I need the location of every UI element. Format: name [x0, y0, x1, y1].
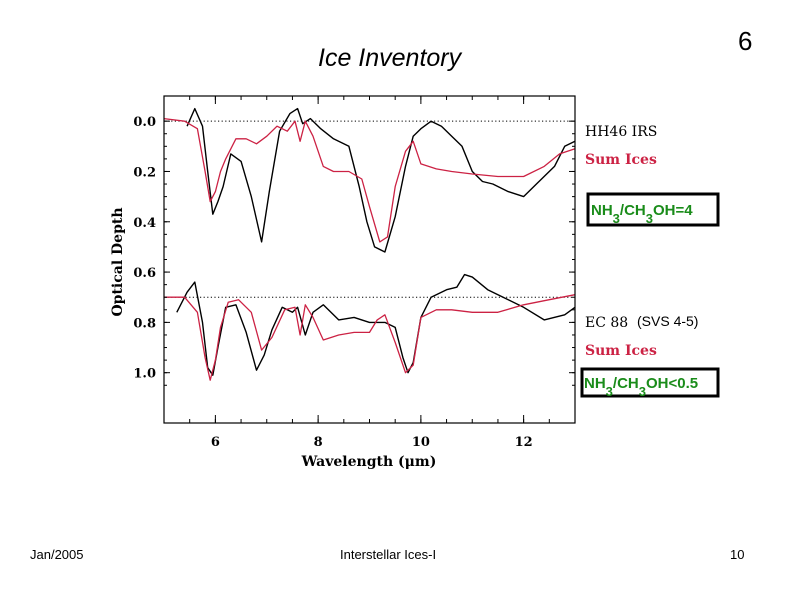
legend-source-note-2: (SVS 4-5): [637, 313, 698, 329]
observed-line-2: [176, 273, 576, 376]
model-line-1: [163, 117, 576, 243]
ratio-box-1: [586, 192, 720, 227]
y-tick-label: 0.8: [133, 316, 156, 331]
legend-source-2: EC 88: [585, 315, 628, 331]
plot-frame: [163, 95, 576, 424]
y-tick-label: 0.0: [133, 115, 156, 130]
series-layer: [163, 107, 576, 381]
slide-title: Ice Inventory: [318, 44, 462, 72]
x-tick-label: 6: [211, 435, 220, 450]
slide-number-top: 6: [738, 26, 753, 56]
y-tick-label: 0.2: [133, 165, 156, 180]
observed-line-1: [186, 107, 576, 253]
ratio-label-1: NH3/CH3OH=4: [591, 202, 693, 226]
legend-source-1: HH46 IRS: [585, 124, 657, 140]
footer-title: Interstellar Ices-I: [340, 547, 437, 562]
y-tick-label: 0.6: [133, 266, 156, 281]
x-tick-label: 12: [515, 435, 533, 450]
y-tick-label: 0.4: [133, 216, 156, 231]
ticks-layer: 0.0 0.2 0.4 0.6 0.8 1.0 6 8 10 12: [133, 96, 575, 450]
model-line-2: [164, 294, 576, 381]
y-axis-label: Optical Depth: [110, 207, 126, 316]
legend-model-1: Sum Ices: [585, 152, 657, 168]
x-tick-label: 8: [314, 435, 323, 450]
ratio-label-2: NH3/CH3OH<0.5: [584, 375, 698, 399]
y-tick-label: 1.0: [133, 367, 156, 382]
footer-page: 10: [730, 547, 745, 562]
baseline-layer: [164, 120, 575, 298]
ratio-box-2: [580, 367, 720, 398]
x-tick-label: 10: [412, 435, 430, 450]
footer-date: Jan/2005: [30, 547, 84, 562]
x-axis-label: Wavelength (μm): [301, 454, 437, 470]
legend-model-2: Sum Ices: [585, 343, 657, 359]
